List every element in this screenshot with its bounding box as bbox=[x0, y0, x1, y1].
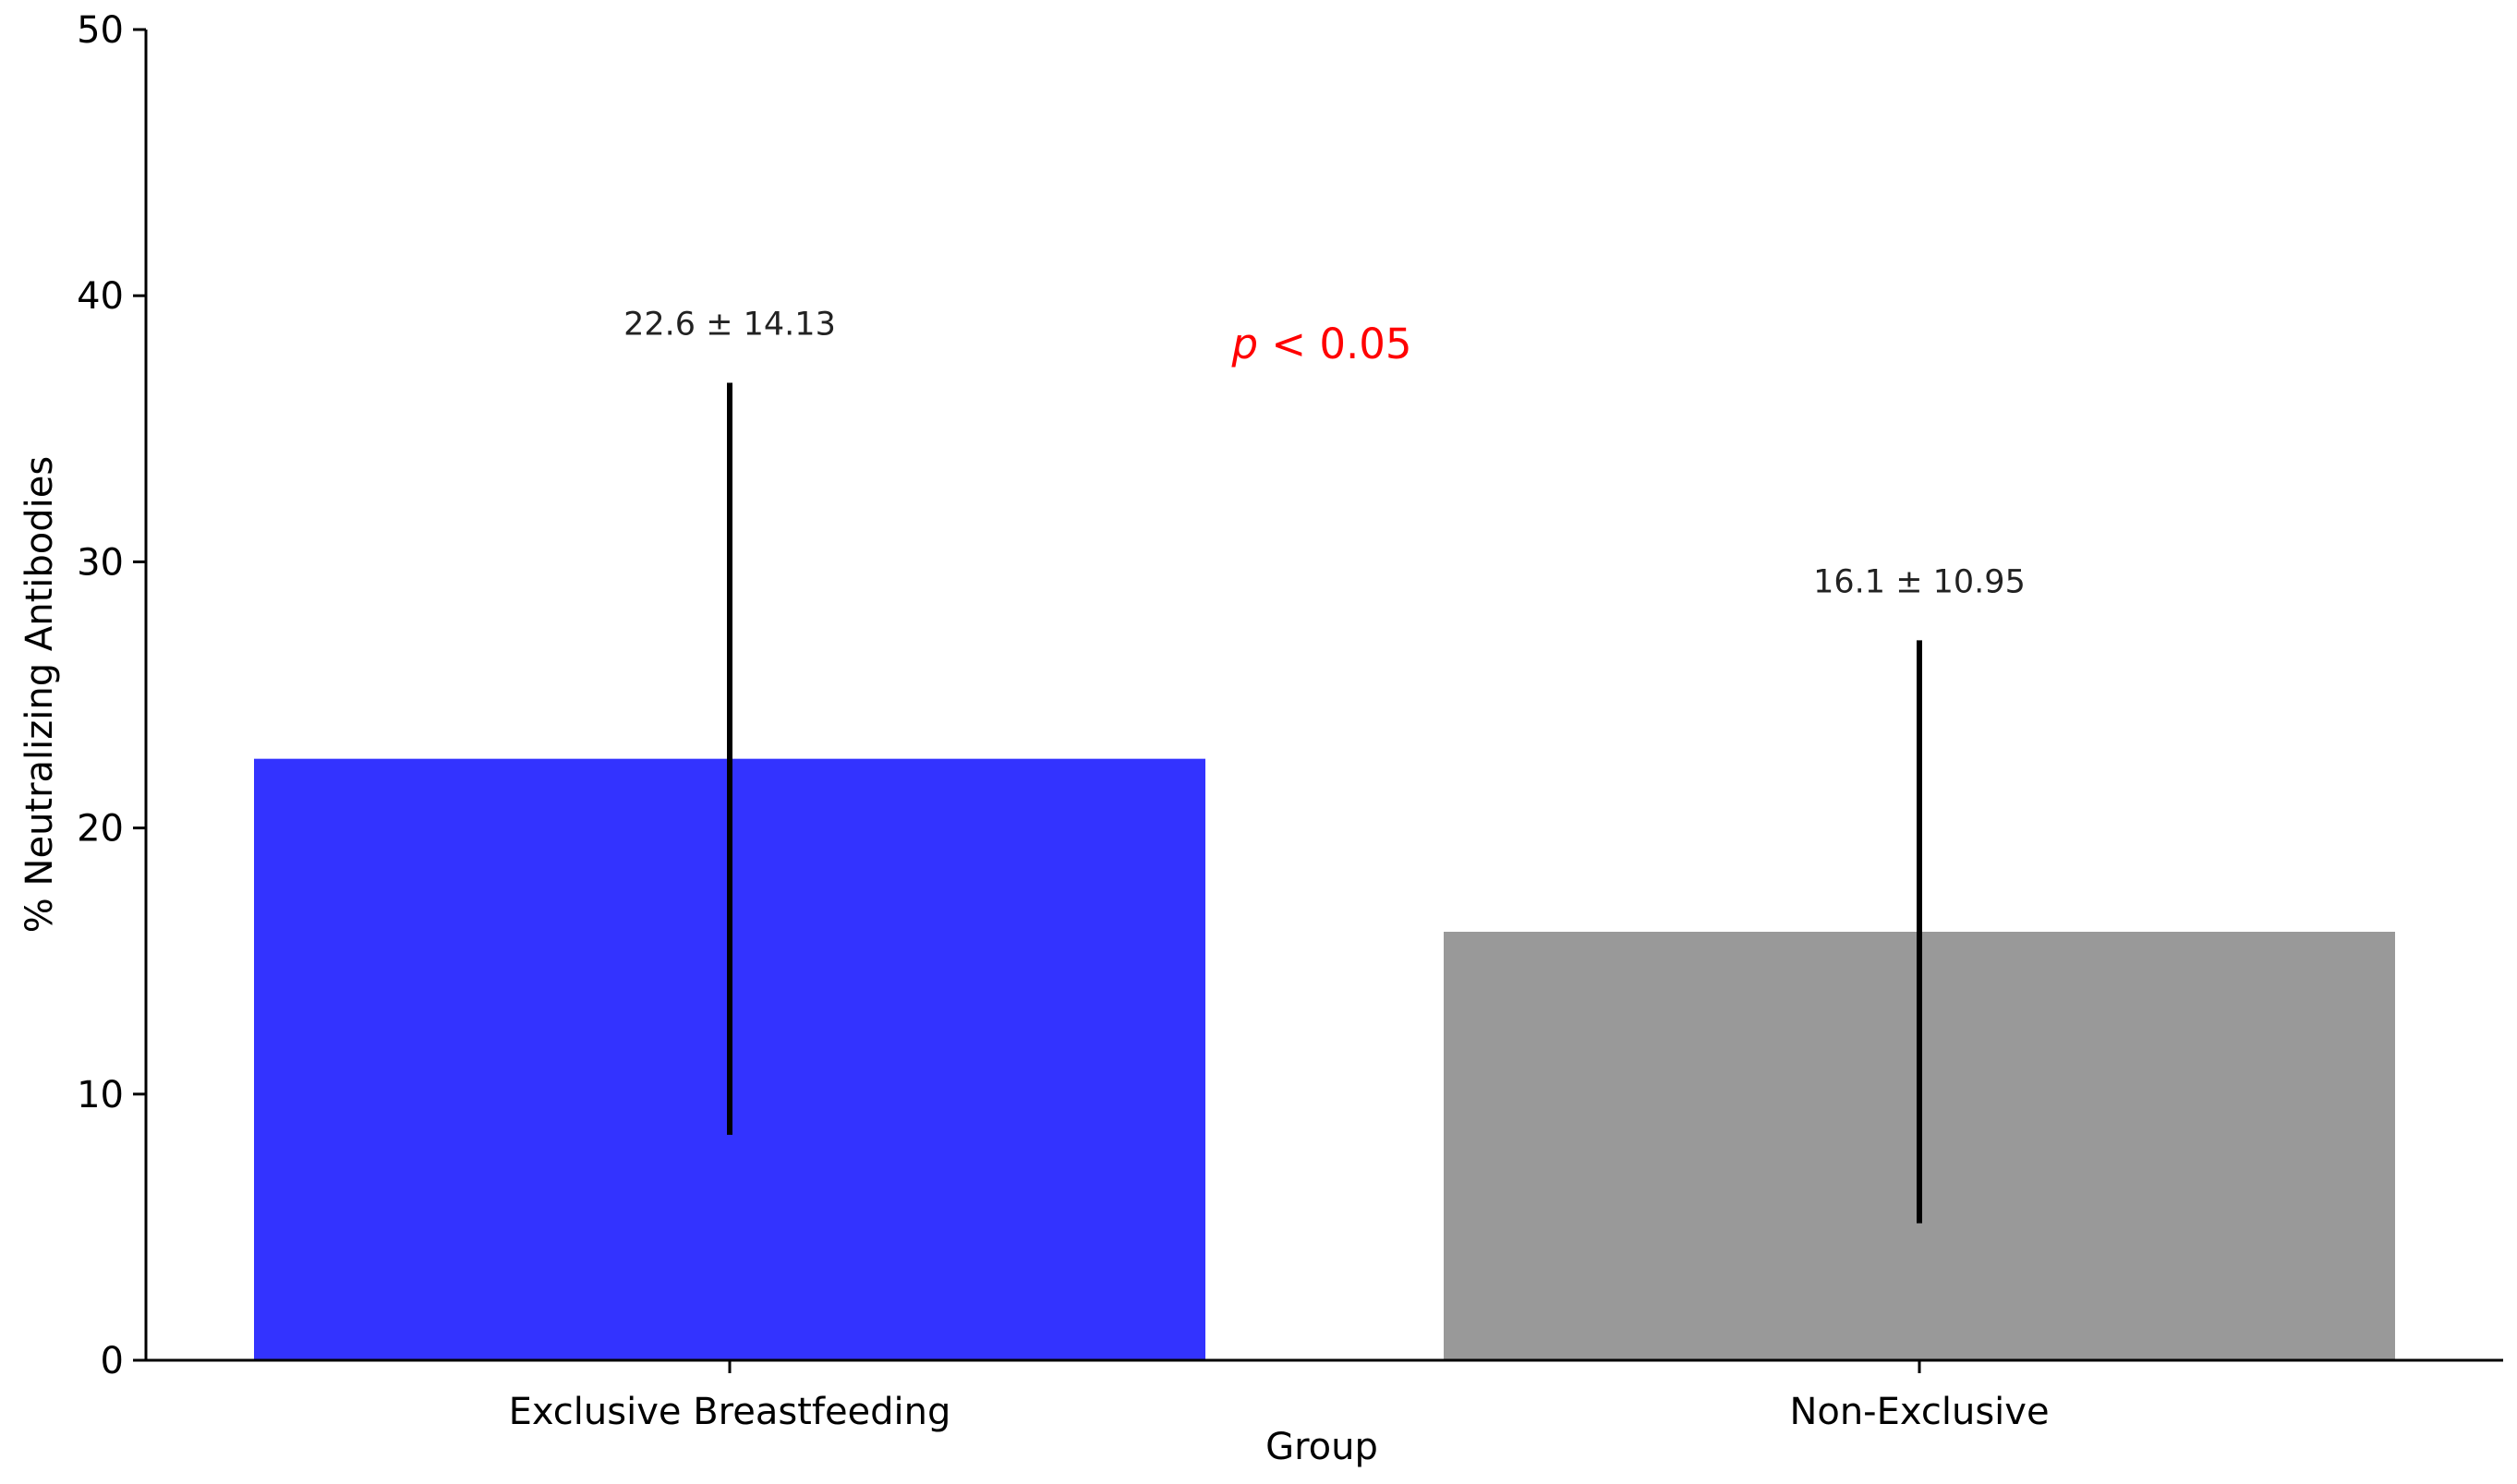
y-tick-label-2: 20 bbox=[77, 808, 124, 851]
y-tick-label-4: 40 bbox=[77, 275, 124, 318]
x-tick-label-0: Exclusive Breastfeeding bbox=[509, 1391, 951, 1433]
data-label-0: 22.6 ± 14.13 bbox=[623, 306, 836, 343]
x-axis-label: Group bbox=[1265, 1426, 1378, 1468]
x-axis-ticks: Exclusive Breastfeeding Non-Exclusive bbox=[509, 1360, 2050, 1433]
data-labels-group: 22.6 ± 14.13 16.1 ± 10.95 bbox=[623, 306, 2026, 600]
y-tick-label-0: 0 bbox=[101, 1340, 124, 1382]
y-tick-label-5: 50 bbox=[77, 9, 124, 52]
y-axis-label: % Neutralizing Antibodies bbox=[18, 456, 61, 933]
y-axis-ticks: 0 10 20 30 40 50 bbox=[77, 9, 146, 1382]
p-value-symbol: p bbox=[1230, 320, 1258, 368]
y-tick-label-3: 30 bbox=[77, 541, 124, 584]
p-value-annotation: p < 0.05 bbox=[1230, 320, 1411, 368]
x-tick-label-1: Non-Exclusive bbox=[1789, 1391, 2049, 1433]
data-label-1: 16.1 ± 10.95 bbox=[1813, 563, 2026, 600]
y-tick-label-1: 10 bbox=[77, 1074, 124, 1116]
bars-group bbox=[254, 758, 2395, 1360]
p-value-rest: < 0.05 bbox=[1258, 320, 1412, 368]
error-bars-group bbox=[727, 382, 1922, 1224]
